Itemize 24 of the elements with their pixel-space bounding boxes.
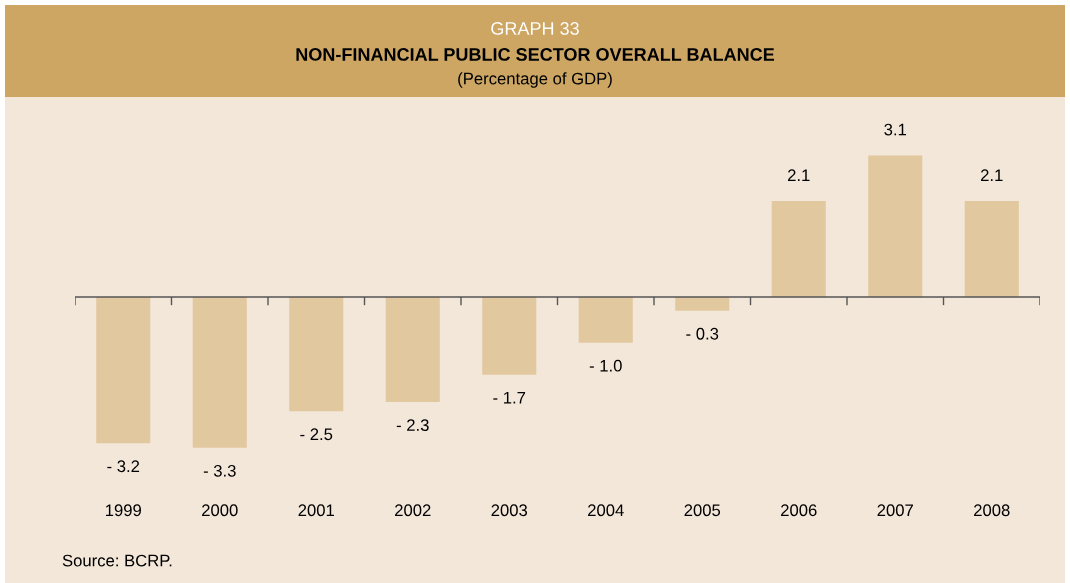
data-label: - 1.7 — [493, 391, 526, 404]
chart-subtitle: NON-FINANCIAL PUBLIC SECTOR OVERALL BALANCE — [296, 48, 775, 61]
chart-title: GRAPH 33 — [491, 22, 579, 35]
data-label: - 2.5 — [300, 428, 333, 441]
data-label: - 3.3 — [203, 464, 236, 477]
data-label: 3.1 — [884, 123, 907, 136]
text: (Percentage of GDP) — [458, 72, 612, 88]
source-note: Source: BCRP. — [62, 554, 172, 567]
data-label: 2.1 — [981, 169, 1003, 181]
x-tick-label: 2001 — [298, 504, 334, 517]
x-tick-label: 1999 — [105, 504, 141, 517]
x-tick-label: 2006 — [781, 504, 817, 517]
x-tick-label: 2000 — [202, 504, 238, 517]
x-tick-label: 2002 — [395, 504, 431, 517]
x-tick-label: 2003 — [491, 504, 528, 517]
data-label: - 3.2 — [107, 460, 140, 473]
data-label: 2.1 — [788, 169, 810, 181]
data-label: - 0.3 — [686, 327, 719, 340]
x-tick-label: 2004 — [588, 504, 624, 517]
x-tick-label: 2008 — [974, 504, 1010, 517]
x-tick-label: 2007 — [877, 504, 913, 517]
x-tick-label: 2005 — [684, 504, 721, 517]
data-label: - 1.0 — [589, 359, 622, 372]
data-label: - 2.3 — [396, 419, 429, 432]
